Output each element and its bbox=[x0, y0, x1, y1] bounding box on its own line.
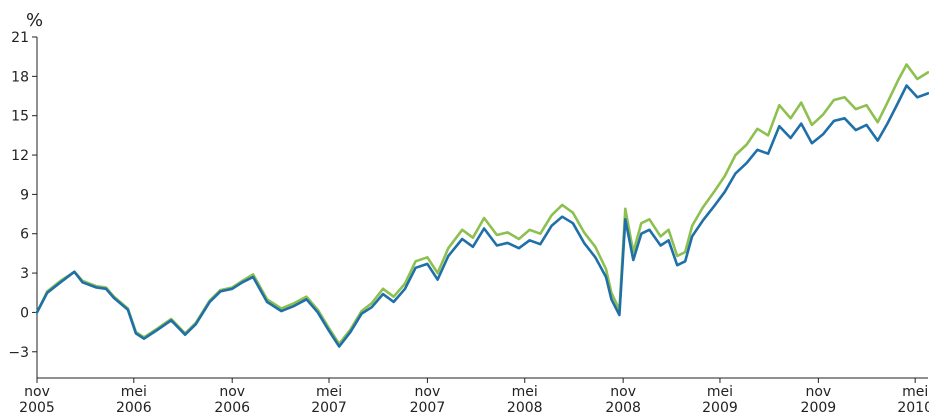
x-tick-label-month: mei bbox=[316, 384, 342, 400]
x-tick-label-year: 2007 bbox=[311, 400, 347, 414]
y-tick-label: 15 bbox=[11, 109, 29, 125]
x-tick-label-year: 2006 bbox=[214, 400, 250, 414]
x-tick-label-year: 2010 bbox=[897, 400, 929, 414]
y-axis-unit-label: % bbox=[26, 10, 43, 31]
x-tick-label-year: 2009 bbox=[801, 400, 837, 414]
x-tick-label-month: nov bbox=[415, 384, 441, 400]
x-tick-label-month: mei bbox=[902, 384, 928, 400]
y-tick-label: 0 bbox=[20, 305, 29, 321]
y-tick-label: 3 bbox=[20, 266, 29, 282]
series-line-2 bbox=[35, 84, 929, 348]
x-tick-label-year: 2009 bbox=[702, 400, 738, 414]
x-tick-label-month: mei bbox=[512, 384, 538, 400]
y-tick-label: 21 bbox=[11, 30, 29, 46]
y-tick-label: −3 bbox=[8, 345, 29, 361]
y-tick-label: 18 bbox=[11, 69, 29, 85]
x-tick-label-year: 2008 bbox=[507, 400, 543, 414]
series-lines bbox=[35, 63, 929, 348]
y-axis: −3 0 3 6 9 12 15 18 21 bbox=[8, 30, 38, 378]
x-tick-label-year: 2007 bbox=[410, 400, 446, 414]
series-line-1 bbox=[35, 63, 929, 346]
x-tick-label-year: 2006 bbox=[116, 400, 152, 414]
x-tick-label-month: nov bbox=[24, 384, 50, 400]
x-tick-label-year: 2008 bbox=[605, 400, 641, 414]
x-tick-label-year: 2005 bbox=[19, 400, 55, 414]
x-tick-label-month: nov bbox=[219, 384, 245, 400]
x-tick-label-month: mei bbox=[707, 384, 733, 400]
y-tick-label: 6 bbox=[20, 227, 29, 243]
x-tick-label-month: nov bbox=[805, 384, 831, 400]
x-axis: nov2005mei2006nov2006mei2007nov2007mei20… bbox=[19, 377, 929, 416]
x-tick-label-month: nov bbox=[610, 384, 636, 400]
x-tick-label-month: mei bbox=[121, 384, 147, 400]
y-tick-label: 12 bbox=[11, 148, 29, 164]
y-tick-label: 9 bbox=[20, 187, 29, 203]
